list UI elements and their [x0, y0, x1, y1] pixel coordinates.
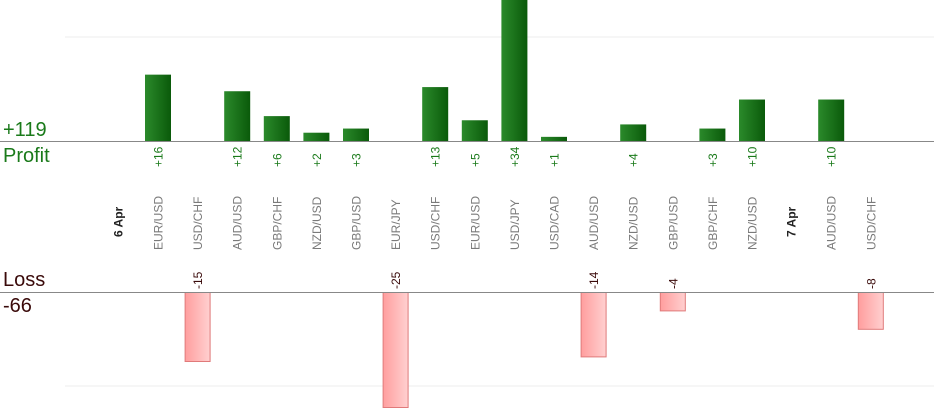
loss-value-label: -15 [191, 271, 205, 289]
loss-value-label: -25 [389, 271, 403, 289]
profit-value-label: +3 [706, 153, 720, 167]
pair-label: EUR/JPY [389, 199, 403, 250]
date-label: 6 Apr [111, 206, 125, 237]
profit-bar [343, 128, 369, 141]
loss-value-label: -4 [666, 278, 680, 289]
pair-label: USD/CHF [864, 197, 878, 250]
profit-value-label: +10 [746, 146, 760, 167]
date-label: 7 Apr [785, 206, 799, 237]
loss-bar [580, 292, 607, 358]
loss-bar [659, 292, 686, 312]
loss-value-label: -14 [587, 271, 601, 289]
profit-bar [501, 0, 528, 141]
pair-label: USD/CHF [191, 197, 205, 250]
profit-bar [461, 120, 488, 141]
pair-label: NZD/USD [746, 196, 760, 250]
pair-label: AUD/USD [587, 196, 601, 250]
profit-value-label: +10 [825, 146, 839, 167]
pair-label: EUR/USD [152, 196, 166, 250]
loss-bar [857, 292, 884, 330]
profit-total: +119 [3, 119, 47, 141]
loss-label: Loss [3, 269, 46, 291]
pair-label: NZD/USD [310, 196, 324, 250]
profit-bar [699, 128, 726, 141]
profit-bar [818, 99, 845, 141]
pair-label: EUR/USD [468, 196, 482, 250]
pair-label: GBP/CHF [706, 197, 720, 250]
profit-value-label: +12 [231, 146, 245, 167]
pair-label: NZD/USD [627, 196, 641, 250]
loss-bar [184, 292, 211, 362]
loss-bar [382, 292, 409, 408]
pair-label: USD/CHF [429, 197, 443, 250]
loss-value-label: -8 [864, 278, 878, 289]
profit-bar [224, 91, 251, 141]
profit-bar [739, 99, 765, 141]
pair-label: GBP/USD [666, 196, 680, 250]
profit-value-label: +2 [310, 153, 324, 167]
profit-bar [422, 87, 449, 141]
profit-value-label: +3 [350, 153, 364, 167]
pair-label: GBP/CHF [270, 197, 284, 250]
profit-label: Profit [3, 145, 50, 167]
profit-bar [541, 136, 567, 141]
profit-value-label: +13 [429, 146, 443, 167]
profit-bar [620, 124, 647, 141]
pair-label: AUD/USD [825, 196, 839, 250]
profit-value-label: +34 [508, 146, 522, 167]
profit-value-label: +5 [468, 153, 482, 167]
pair-label: AUD/USD [231, 196, 245, 250]
pair-label: USD/JPY [508, 199, 522, 250]
profit-bar [263, 116, 290, 141]
pair-label: GBP/USD [350, 196, 364, 250]
profit-value-label: +16 [152, 146, 166, 167]
profit-value-label: +4 [627, 153, 641, 167]
loss-total: -66 [3, 295, 32, 317]
profit-value-label: +1 [548, 153, 562, 167]
profit-value-label: +6 [270, 153, 284, 167]
profit-bar [145, 74, 171, 141]
pair-label: USD/CAD [548, 196, 562, 250]
profit-bar [303, 132, 330, 141]
